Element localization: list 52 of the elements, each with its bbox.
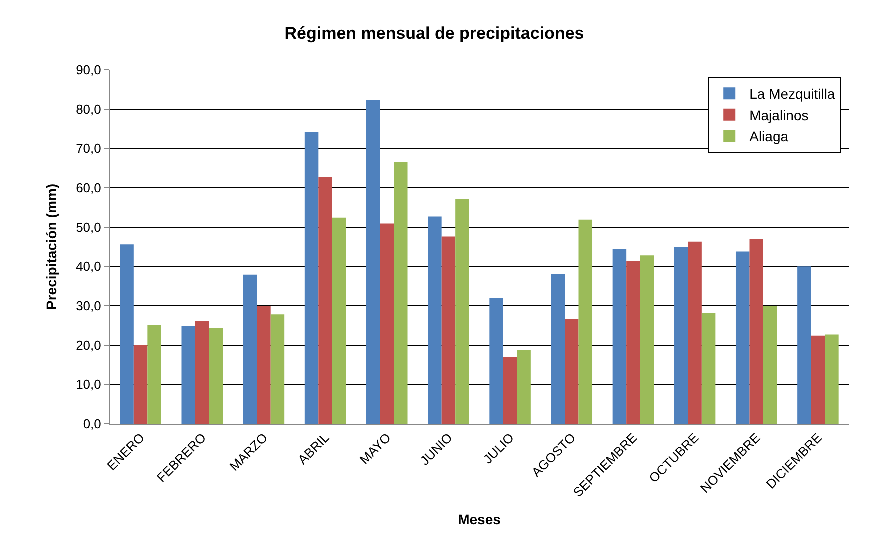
legend-label: Aliaga: [750, 128, 789, 145]
y-tick-label: 10,0: [76, 377, 102, 392]
y-tick-label: 80,0: [76, 102, 102, 117]
y-tick-label: 90,0: [76, 62, 102, 78]
bar: [148, 325, 162, 424]
y-tick-label: 30,0: [76, 298, 102, 314]
bar: [798, 266, 812, 424]
bar: [750, 239, 764, 424]
y-tick-label: 0,0: [83, 416, 102, 432]
bar: [318, 176, 332, 424]
bar: [702, 313, 716, 424]
bar: [257, 306, 271, 424]
bar: [456, 199, 470, 424]
bar: [551, 274, 565, 424]
bar: [442, 236, 456, 424]
x-axis-title: Meses: [458, 511, 502, 528]
y-axis-title: Precipitación (mm): [44, 184, 60, 310]
bar: [380, 224, 394, 424]
bar: [209, 328, 224, 424]
bar: [243, 274, 258, 424]
chart-title: Régimen mensual de precipitaciones: [284, 24, 584, 43]
bar: [120, 244, 134, 424]
bar: [811, 336, 826, 424]
bar: [612, 248, 627, 424]
y-tick-label: 60,0: [76, 180, 102, 196]
bar: [565, 319, 579, 424]
bar: [503, 358, 518, 424]
bar: [736, 252, 750, 424]
bar: [134, 345, 148, 424]
bar: [825, 334, 839, 424]
bar: [674, 247, 688, 424]
bar: [270, 314, 285, 424]
y-tick-label: 20,0: [76, 338, 102, 353]
bar: [366, 100, 380, 424]
bar: [764, 306, 778, 424]
bar: [517, 350, 531, 424]
bar: [428, 216, 442, 424]
bar: [640, 256, 654, 424]
bar: [196, 320, 210, 424]
y-tick-label: 50,0: [76, 220, 102, 235]
bar: [332, 218, 346, 424]
bar: [182, 326, 196, 424]
y-tick-label: 40,0: [76, 259, 102, 274]
bar: [394, 162, 408, 424]
bar: [304, 132, 319, 424]
legend-label: La Mezquitilla: [750, 86, 836, 102]
bar: [490, 298, 504, 424]
bar: [578, 220, 593, 424]
bar: [688, 242, 702, 424]
y-tick-label: 70,0: [76, 141, 102, 156]
bar: [626, 261, 640, 424]
legend-label: Majalinos: [750, 107, 809, 124]
